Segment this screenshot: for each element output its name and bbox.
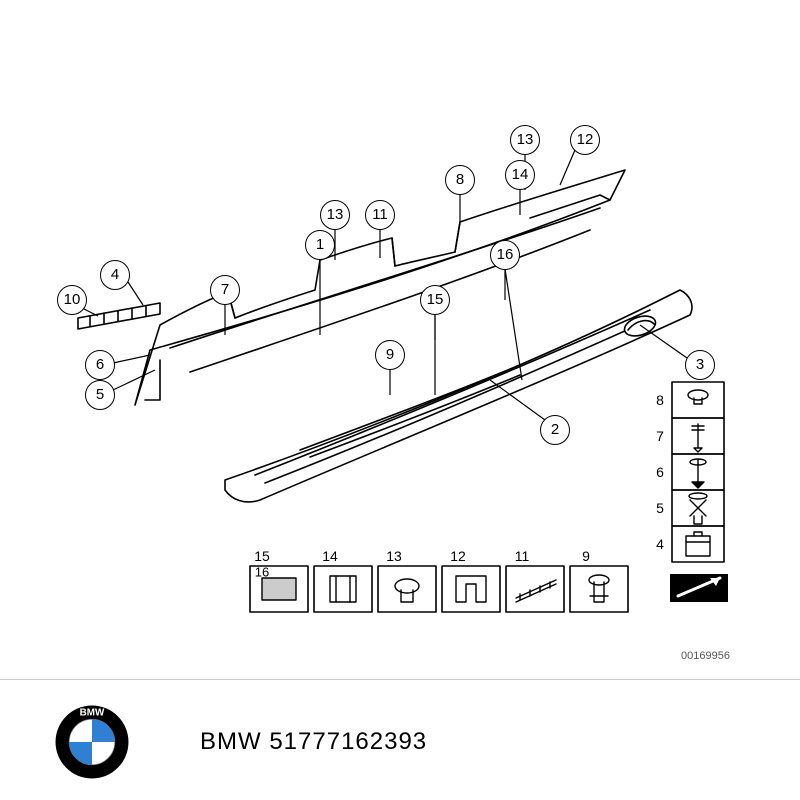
- legend-num: 13: [386, 548, 402, 564]
- legend-num: 16: [255, 565, 269, 580]
- callout-1: 1: [305, 230, 335, 260]
- callout-4: 4: [100, 260, 130, 290]
- callout-9: 9: [375, 340, 405, 370]
- legend-num: 7: [656, 428, 664, 444]
- footer: BMW BMW 51777162393: [0, 679, 800, 800]
- legend-num: 11: [515, 548, 530, 564]
- part-number: 51777162393: [269, 728, 427, 755]
- svg-text:BMW: BMW: [80, 707, 105, 718]
- callout-16: 16: [490, 240, 520, 270]
- callout-12: 12: [570, 125, 600, 155]
- callout-5: 5: [85, 380, 115, 410]
- callout-11: 11: [365, 200, 395, 230]
- callout-3: 3: [685, 350, 715, 380]
- brand-name: BMW: [200, 728, 262, 755]
- callout-7: 7: [210, 275, 240, 305]
- legend-num: 15: [254, 548, 270, 564]
- callout-6: 6: [85, 350, 115, 380]
- brand-label: BMW 51777162393: [200, 728, 427, 756]
- legend-num: 6: [656, 464, 664, 480]
- legend-num: 14: [322, 548, 338, 564]
- legend-num: 8: [656, 392, 664, 408]
- callout-2: 2: [540, 415, 570, 445]
- callout-8: 8: [445, 165, 475, 195]
- legend-num: 4: [656, 536, 664, 552]
- callout-10: 10: [57, 285, 87, 315]
- diagram-stage: 1234567891011121313141516 8 7 6 5 4 15 1…: [0, 0, 800, 800]
- doc-id: 00169956: [681, 650, 730, 662]
- callout-15: 15: [420, 285, 450, 315]
- callout-13: 13: [320, 200, 350, 230]
- legend-num: 9: [582, 548, 590, 564]
- parts-diagram-svg: [0, 0, 800, 680]
- callout-13: 13: [510, 125, 540, 155]
- callout-14: 14: [505, 160, 535, 190]
- legend-num: 5: [656, 500, 664, 516]
- bmw-logo-icon: BMW: [54, 704, 130, 780]
- legend-num: 12: [450, 548, 466, 564]
